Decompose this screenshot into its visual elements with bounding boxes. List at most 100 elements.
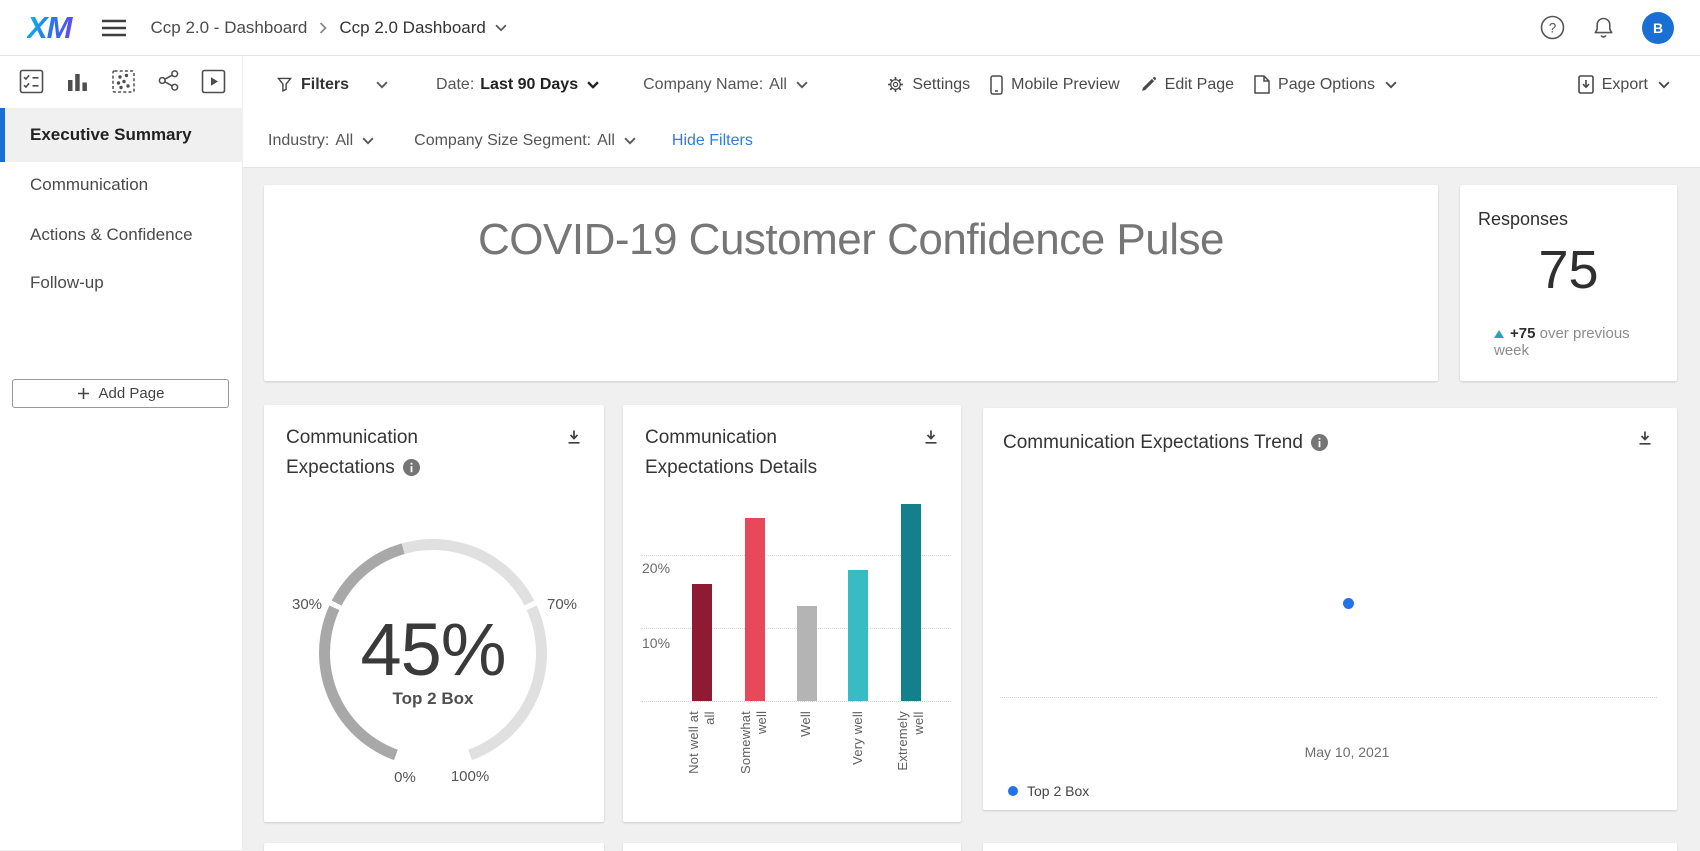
- bar-4[interactable]: [848, 570, 868, 701]
- industry-filter-label: Industry:: [268, 131, 330, 149]
- edit-page-label: Edit Page: [1164, 75, 1235, 93]
- mobile-preview-label: Mobile Preview: [1011, 75, 1120, 93]
- active-indicator: [0, 108, 5, 162]
- trend-legend[interactable]: Top 2 Box: [1008, 783, 1089, 799]
- hamburger-menu-icon[interactable]: [101, 19, 127, 37]
- sidebar-item-communication[interactable]: Communication: [0, 161, 243, 209]
- filter-bar: Filters Date: Last 90 Days Company Name:…: [243, 56, 1700, 168]
- communication-expectations-card: Communication Expectations 30% 70% 0% 10…: [264, 405, 604, 822]
- trend-data-point[interactable]: [1343, 598, 1354, 609]
- user-avatar[interactable]: B: [1642, 11, 1674, 44]
- trend-x-axis-label: May 10, 2021: [1304, 744, 1390, 760]
- company-name-filter[interactable]: Company Name: All: [643, 76, 808, 94]
- breadcrumb-page[interactable]: Ccp 2.0 Dashboard: [339, 17, 486, 37]
- gauge-value: 45%: [360, 608, 506, 691]
- bar-2[interactable]: [744, 518, 765, 701]
- edit-page-button[interactable]: Edit Page: [1140, 76, 1234, 94]
- export-button[interactable]: Export: [1577, 56, 1670, 113]
- bar-category-label: Somewhat well: [738, 711, 769, 775]
- bar-chart-icon[interactable]: [65, 69, 90, 94]
- pencil-icon: [1140, 76, 1157, 93]
- filters-label: Filters: [301, 75, 350, 93]
- date-filter[interactable]: Date: Last 90 Days: [436, 76, 599, 94]
- settings-label: Settings: [912, 75, 971, 93]
- sidebar-item-executive-summary[interactable]: Executive Summary: [0, 108, 243, 162]
- company-size-filter[interactable]: Company Size Segment: All: [414, 132, 636, 150]
- gauge-inner: [330, 550, 536, 756]
- company-name-filter-value: All: [769, 75, 787, 93]
- chevron-down-icon: [362, 137, 374, 145]
- page-icon: [1254, 75, 1270, 94]
- bar-category-label: Very well: [849, 711, 865, 765]
- card-title-line1: Communication: [286, 427, 418, 448]
- add-page-label: Add Page: [98, 385, 165, 402]
- bar-category-label: Extremely well: [894, 711, 926, 771]
- company-size-filter-value: All: [597, 131, 615, 149]
- notifications-bell-icon[interactable]: [1592, 16, 1615, 40]
- card-title: Communication Expectations Trend: [1003, 428, 1328, 458]
- trend-gridline: [1000, 697, 1657, 698]
- gauge-tick-100: 100%: [450, 768, 490, 785]
- sidebar-item-actions-confidence[interactable]: Actions & Confidence: [0, 211, 243, 259]
- delta-value: +75: [1510, 325, 1536, 342]
- chevron-down-icon: [376, 81, 388, 89]
- card-title-line1: Communication: [645, 427, 777, 448]
- sidebar-item-label: Executive Summary: [30, 125, 192, 144]
- settings-button[interactable]: Settings: [887, 76, 970, 94]
- filters-toggle[interactable]: Filters: [277, 76, 388, 94]
- help-icon[interactable]: ?: [1540, 15, 1565, 40]
- bar-chart-plot: 20% 10% Not well at all Somewhat well Well…: [623, 405, 961, 822]
- next-row-card-peek: [983, 843, 1677, 851]
- mobile-preview-button[interactable]: Mobile Preview: [990, 74, 1120, 95]
- bar-1[interactable]: [692, 584, 712, 701]
- card-title-line2: Expectations: [286, 453, 420, 483]
- plus-icon: [77, 387, 90, 400]
- industry-filter-value: All: [335, 131, 354, 149]
- survey-checklist-icon[interactable]: [19, 69, 44, 94]
- legend-label: Top 2 Box: [1027, 783, 1090, 799]
- download-icon[interactable]: [1637, 430, 1653, 446]
- chevron-down-icon: [796, 81, 808, 89]
- page-options-button[interactable]: Page Options: [1254, 75, 1397, 94]
- hide-filters-link[interactable]: Hide Filters: [671, 131, 753, 149]
- card-title: Communication Expectations Details: [645, 423, 817, 483]
- gauge-ring[interactable]: [319, 539, 547, 767]
- share-icon[interactable]: [157, 69, 180, 94]
- chevron-down-icon[interactable]: [495, 24, 507, 32]
- scatter-analysis-icon[interactable]: [111, 69, 136, 94]
- download-icon[interactable]: [566, 429, 582, 445]
- delta-text: over previous week: [1494, 325, 1630, 359]
- responses-delta: +75 over previous week: [1494, 325, 1652, 359]
- gauge-tick-0: 0%: [394, 769, 416, 786]
- gear-icon: [887, 76, 904, 93]
- sidebar-item-label: Follow-up: [30, 273, 104, 292]
- company-name-filter-label: Company Name:: [643, 75, 764, 93]
- bar-3[interactable]: [796, 606, 817, 701]
- mobile-phone-icon: [990, 74, 1003, 95]
- bar-5[interactable]: [901, 504, 921, 701]
- download-icon[interactable]: [923, 429, 939, 445]
- info-icon[interactable]: [1310, 434, 1328, 451]
- svg-text:?: ?: [1549, 20, 1557, 35]
- sidebar-item-label: Actions & Confidence: [30, 225, 193, 244]
- dashboard-title-card: COVID-19 Customer Confidence Pulse: [264, 185, 1438, 381]
- info-icon[interactable]: [402, 459, 420, 476]
- responses-title: Responses: [1478, 209, 1569, 229]
- play-video-icon[interactable]: [201, 69, 226, 94]
- chevron-down-icon: [1658, 81, 1670, 89]
- card-title-line2: Expectations Details: [645, 457, 818, 478]
- breadcrumb-project[interactable]: Ccp 2.0 - Dashboard: [150, 17, 308, 37]
- gauge-value-label: Top 2 Box: [392, 689, 474, 708]
- y-axis-label-10: 10%: [642, 635, 671, 651]
- date-filter-label: Date:: [436, 75, 475, 93]
- add-page-button[interactable]: Add Page: [12, 379, 229, 408]
- date-filter-value: Last 90 Days: [480, 75, 579, 93]
- export-label: Export: [1601, 75, 1648, 93]
- y-axis-label-20: 20%: [642, 560, 671, 576]
- industry-filter[interactable]: Industry: All: [268, 132, 374, 150]
- sidebar-item-follow-up[interactable]: Follow-up: [0, 259, 243, 307]
- responses-value: 75: [1538, 240, 1599, 300]
- responses-card: Responses 75 +75 over previous week: [1460, 185, 1677, 381]
- chevron-down-icon: [624, 137, 636, 145]
- card-title: Communication Expectations: [286, 423, 420, 483]
